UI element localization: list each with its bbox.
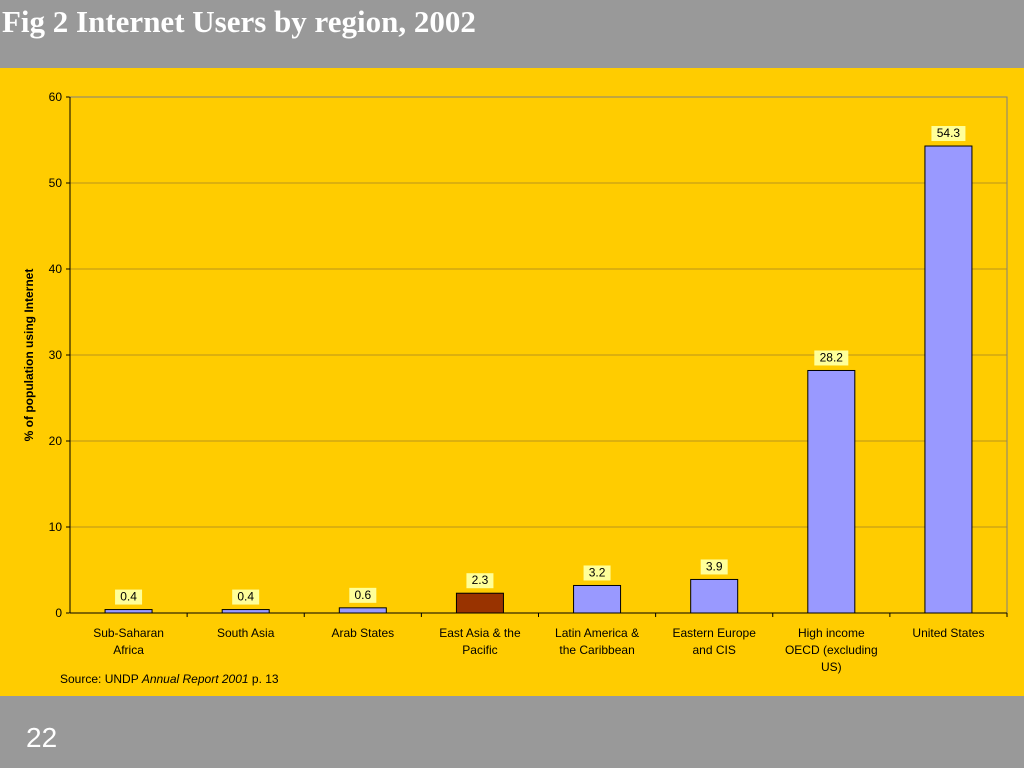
data-label: 0.6 <box>354 588 371 602</box>
data-label-bg <box>115 589 143 605</box>
bar <box>690 578 739 614</box>
category-label: South Asia <box>217 626 275 640</box>
data-label-bg <box>232 589 260 605</box>
data-label-bg <box>583 565 611 581</box>
source-title: Annual Report 2001 <box>141 672 249 686</box>
data-label: 28.2 <box>820 350 844 364</box>
y-tick-label: 20 <box>49 434 63 448</box>
data-label-bg <box>814 350 849 366</box>
category-label: Sub-Saharan <box>93 626 164 640</box>
source-note: Source: UNDP Annual Report 2001 p. 13 <box>60 672 279 686</box>
bar <box>338 607 387 614</box>
data-label: 0.4 <box>120 590 137 604</box>
title-bar <box>0 0 1024 68</box>
category-label: US) <box>821 660 842 674</box>
data-label-bg <box>700 559 728 575</box>
category-label: Pacific <box>462 643 497 657</box>
category-label: Eastern Europe <box>672 626 756 640</box>
bar <box>924 145 973 614</box>
data-label-bg <box>349 587 377 603</box>
y-tick-label: 60 <box>49 90 63 104</box>
y-tick-label: 10 <box>49 520 63 534</box>
y-axis-label: % of population using Internet <box>22 269 36 442</box>
bar <box>573 584 622 614</box>
footer-bar <box>0 696 1024 768</box>
category-label: East Asia & the <box>439 626 521 640</box>
data-label-bg <box>466 573 494 589</box>
bar <box>104 609 153 614</box>
y-tick-label: 40 <box>49 262 63 276</box>
y-tick-label: 30 <box>49 348 63 362</box>
y-tick-label: 0 <box>55 606 62 620</box>
bar <box>455 592 504 614</box>
bar <box>807 369 856 614</box>
slide-number: 22 <box>26 722 58 753</box>
data-label-bg <box>931 126 966 142</box>
slide-title: Fig 2 Internet Users by region, 2002 <box>2 4 476 39</box>
category-label: and CIS <box>693 643 736 657</box>
bar <box>221 609 270 614</box>
category-label: Africa <box>113 643 144 657</box>
category-label: the Caribbean <box>559 643 634 657</box>
data-label: 2.3 <box>472 573 489 587</box>
category-label: Arab States <box>331 626 394 640</box>
data-label: 54.3 <box>937 126 961 140</box>
source-suffix: p. 13 <box>248 672 279 686</box>
data-label: 0.4 <box>237 590 254 604</box>
category-label: OECD (excluding <box>785 643 878 657</box>
y-tick-label: 50 <box>49 176 63 190</box>
category-label: United States <box>912 626 984 640</box>
category-label: High income <box>798 626 865 640</box>
data-label: 3.2 <box>589 565 606 579</box>
data-label: 3.9 <box>706 559 723 573</box>
category-label: Latin America & <box>555 626 639 640</box>
source-prefix: Source: UNDP <box>60 672 142 686</box>
